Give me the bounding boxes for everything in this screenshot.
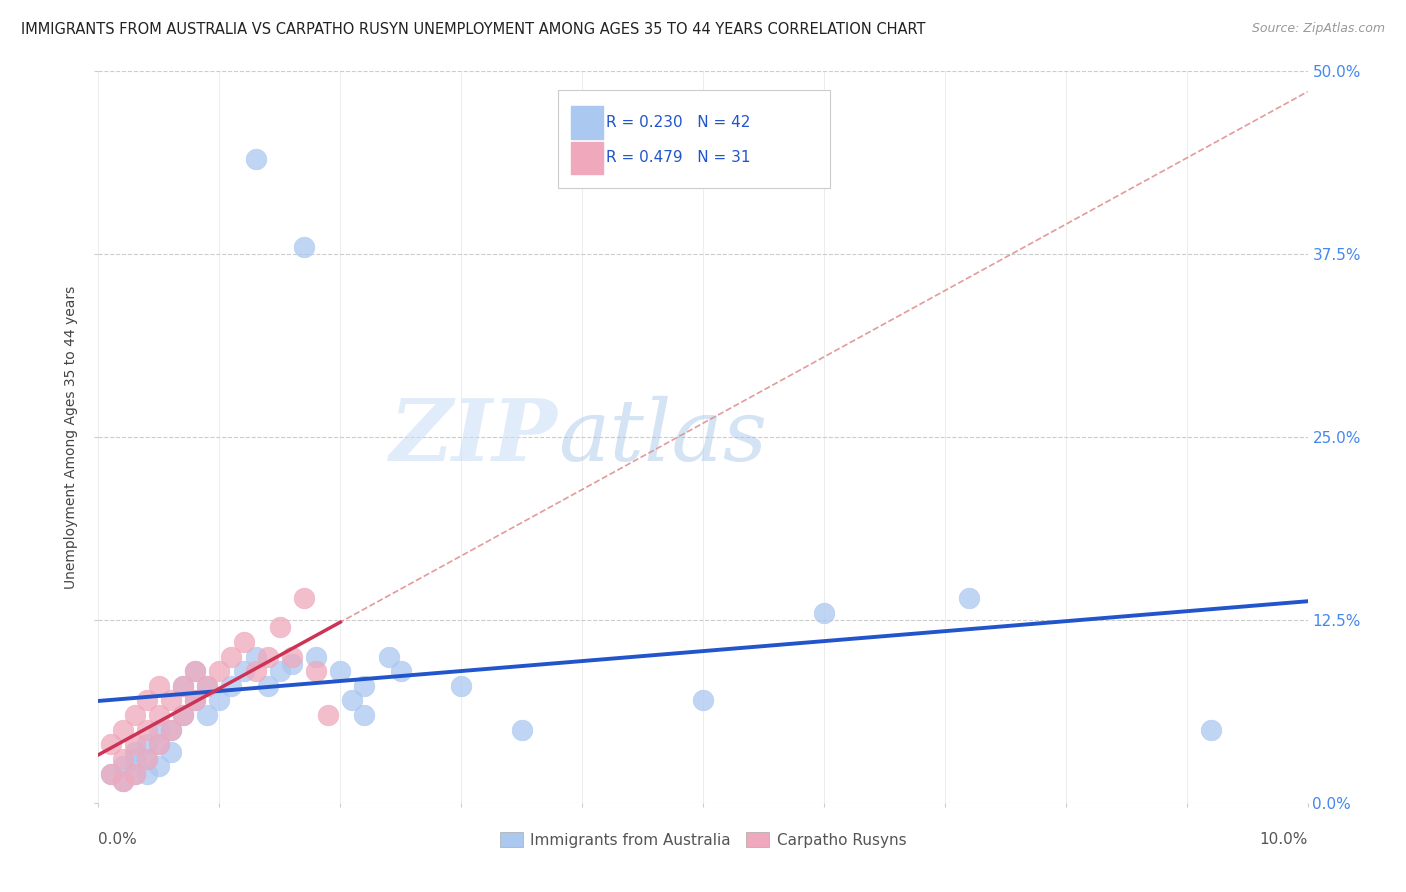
Point <box>148 737 170 751</box>
Point <box>195 679 218 693</box>
Point <box>1199 723 1222 737</box>
Point <box>160 693 183 707</box>
Point <box>124 766 146 780</box>
Y-axis label: Unemployment Among Ages 35 to 44 years: Unemployment Among Ages 35 to 44 years <box>65 285 79 589</box>
Point <box>135 723 157 737</box>
Point <box>135 766 157 780</box>
Point <box>292 240 315 254</box>
Point <box>160 745 183 759</box>
Point <box>342 693 364 707</box>
Point <box>232 664 254 678</box>
Point <box>353 708 375 723</box>
Point <box>184 693 207 707</box>
Point <box>135 752 157 766</box>
Point <box>124 745 146 759</box>
Point <box>124 766 146 780</box>
Point <box>269 664 291 678</box>
Point <box>184 664 207 678</box>
Point <box>256 679 278 693</box>
Point <box>208 693 231 707</box>
Point <box>124 737 146 751</box>
Text: atlas: atlas <box>558 396 768 478</box>
Legend: Immigrants from Australia, Carpatho Rusyns: Immigrants from Australia, Carpatho Rusy… <box>494 825 912 854</box>
Text: R = 0.479   N = 31: R = 0.479 N = 31 <box>606 150 751 165</box>
Point <box>450 679 472 693</box>
Text: IMMIGRANTS FROM AUSTRALIA VS CARPATHO RUSYN UNEMPLOYMENT AMONG AGES 35 TO 44 YEA: IMMIGRANTS FROM AUSTRALIA VS CARPATHO RU… <box>21 22 925 37</box>
Point <box>135 752 157 766</box>
FancyBboxPatch shape <box>571 142 603 174</box>
Point <box>256 649 278 664</box>
Point <box>195 708 218 723</box>
Point <box>148 723 170 737</box>
Point <box>329 664 352 678</box>
Point <box>245 649 267 664</box>
Point <box>172 679 194 693</box>
Point <box>232 635 254 649</box>
Point <box>269 620 291 634</box>
Point <box>281 649 304 664</box>
Text: ZIP: ZIP <box>389 395 558 479</box>
Point <box>172 679 194 693</box>
Point <box>148 679 170 693</box>
Point <box>316 708 339 723</box>
Point <box>148 708 170 723</box>
Text: 0.0%: 0.0% <box>98 832 138 847</box>
Point <box>160 723 183 737</box>
Point <box>135 737 157 751</box>
Point <box>148 737 170 751</box>
Point <box>292 591 315 605</box>
Point <box>221 649 243 664</box>
Point <box>195 679 218 693</box>
Point <box>111 752 134 766</box>
Point <box>100 737 122 751</box>
Point <box>111 773 134 788</box>
Point <box>148 759 170 773</box>
Text: R = 0.230   N = 42: R = 0.230 N = 42 <box>606 115 751 130</box>
Point <box>111 773 134 788</box>
Point <box>353 679 375 693</box>
Point <box>281 657 304 671</box>
Point <box>305 649 328 664</box>
Point <box>124 752 146 766</box>
Point <box>184 664 207 678</box>
Point <box>111 759 134 773</box>
Text: 10.0%: 10.0% <box>1260 832 1308 847</box>
Point <box>111 723 134 737</box>
FancyBboxPatch shape <box>558 90 830 188</box>
Point <box>160 723 183 737</box>
Point <box>184 693 207 707</box>
Point <box>135 693 157 707</box>
Point <box>208 664 231 678</box>
Point <box>957 591 980 605</box>
Point <box>510 723 533 737</box>
Point <box>305 664 328 678</box>
Point <box>245 152 267 166</box>
Point <box>245 664 267 678</box>
Point <box>100 766 122 780</box>
Text: Source: ZipAtlas.com: Source: ZipAtlas.com <box>1251 22 1385 36</box>
Point <box>172 708 194 723</box>
Point <box>692 693 714 707</box>
Point <box>389 664 412 678</box>
Point <box>100 766 122 780</box>
Point <box>124 708 146 723</box>
FancyBboxPatch shape <box>571 106 603 138</box>
Point <box>813 606 835 620</box>
Point <box>172 708 194 723</box>
Point <box>377 649 399 664</box>
Point <box>221 679 243 693</box>
